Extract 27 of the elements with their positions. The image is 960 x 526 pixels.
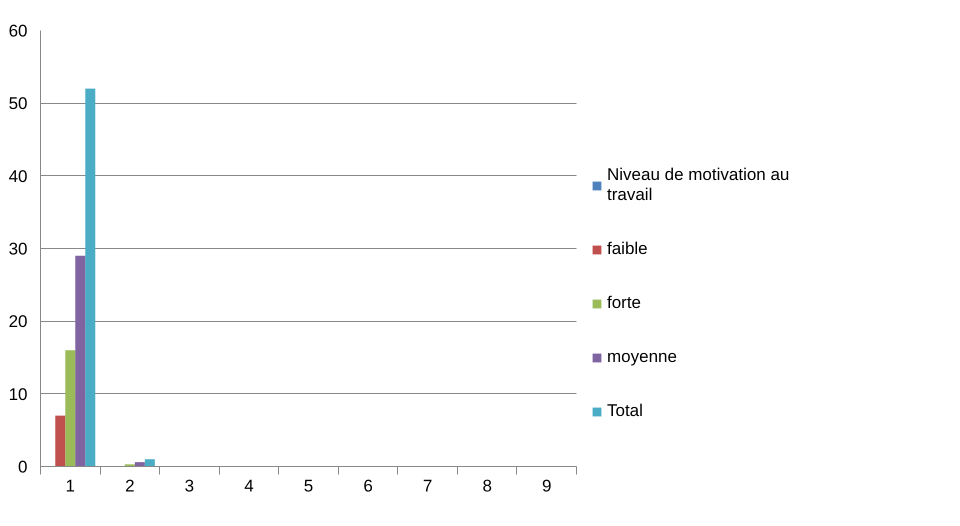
y-tick-label: 40	[8, 166, 28, 186]
legend-label: Total	[607, 401, 643, 421]
y-tick-label: 20	[8, 312, 28, 332]
bar	[65, 350, 76, 466]
x-tick-label: 9	[542, 476, 552, 496]
bar	[55, 416, 66, 466]
bar	[134, 462, 145, 466]
legend-label: forte	[607, 293, 642, 313]
y-tick-label: 0	[18, 458, 28, 476]
x-tick-label: 6	[363, 476, 373, 496]
y-tick-label: 30	[8, 240, 28, 258]
bar	[85, 88, 96, 466]
x-tick-label: 5	[304, 476, 314, 496]
bar	[144, 459, 155, 466]
y-tick-label: 60	[8, 22, 28, 40]
x-tick-label: 7	[422, 476, 432, 496]
legend-label: moyenne	[607, 347, 677, 367]
bar	[75, 256, 86, 466]
x-tick-label: 2	[125, 476, 135, 496]
legend-label: Niveau de motivation au travail	[607, 165, 790, 205]
y-tick-label: 50	[8, 94, 28, 114]
x-tick-label: 8	[482, 476, 492, 496]
x-tick-label: 1	[66, 476, 76, 496]
legend-label: faible	[607, 239, 648, 259]
x-tick-label: 4	[244, 476, 254, 496]
y-tick-label: 10	[8, 384, 28, 404]
x-tick-label: 3	[184, 476, 194, 496]
